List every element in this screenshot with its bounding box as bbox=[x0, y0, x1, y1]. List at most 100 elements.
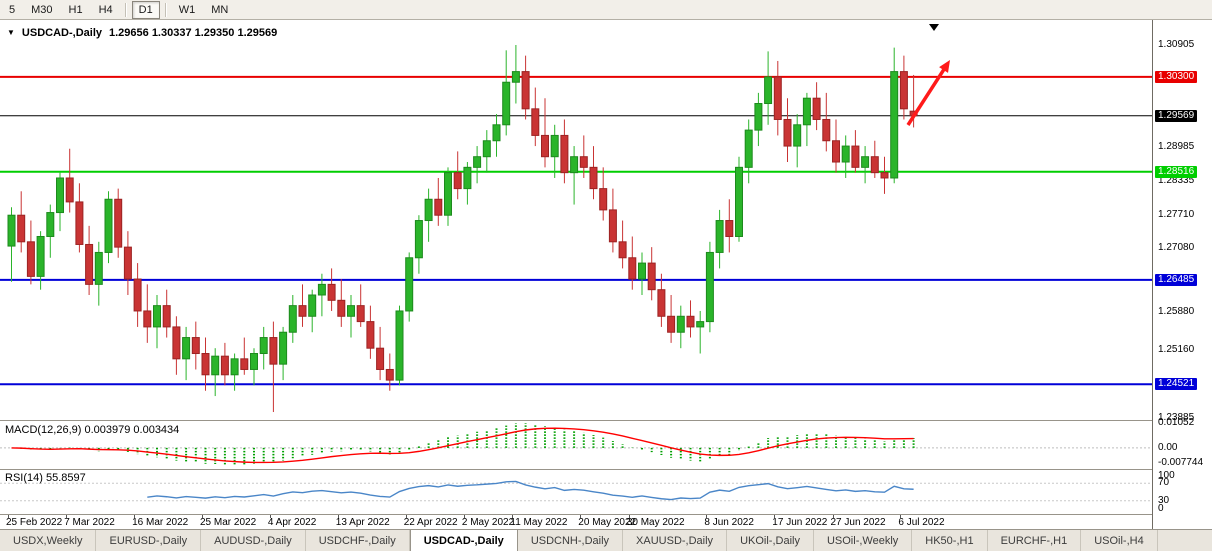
tab-usoil-weekly[interactable]: USOil-,Weekly bbox=[814, 530, 913, 551]
trend-arrow-head[interactable] bbox=[939, 60, 950, 73]
date-label: 4 Apr 2022 bbox=[267, 517, 317, 528]
time-tick bbox=[706, 515, 708, 518]
date-label: 25 Mar 2022 bbox=[200, 517, 257, 528]
candle-body bbox=[269, 337, 278, 365]
macd-pane[interactable] bbox=[0, 421, 1152, 469]
date-label: 27 Jun 2022 bbox=[830, 517, 886, 528]
trend-arrow[interactable] bbox=[906, 64, 949, 126]
candle-body bbox=[541, 134, 549, 158]
tab-usdcad-daily[interactable]: USDCAD-,Daily bbox=[409, 530, 518, 551]
axis-label: 1.28985 bbox=[1158, 140, 1195, 152]
candle-body bbox=[376, 347, 385, 370]
time-tick bbox=[405, 515, 407, 518]
symbol-dropdown-icon[interactable]: ▼ bbox=[7, 28, 15, 37]
tab-usdx-weekly[interactable]: USDX,Weekly bbox=[0, 530, 97, 551]
candle-body bbox=[463, 166, 472, 190]
pane-separator[interactable] bbox=[0, 469, 1212, 470]
candle-body bbox=[288, 305, 297, 333]
macd-label: MACD(12,26,9) 0.003979 0.003434 bbox=[5, 424, 180, 436]
candle-body bbox=[395, 310, 404, 381]
candle-body bbox=[560, 134, 569, 174]
candle-body bbox=[46, 212, 55, 237]
tab-usdchf-daily[interactable]: USDCHF-,Daily bbox=[306, 530, 410, 551]
tab-eurusd-daily[interactable]: EURUSD-,Daily bbox=[96, 530, 202, 551]
time-tick bbox=[900, 515, 902, 518]
timeframe-m5[interactable]: 5 bbox=[9, 3, 16, 16]
tab-usdcnh-daily[interactable]: USDCNH-,Daily bbox=[518, 530, 624, 551]
time-tick bbox=[134, 515, 136, 518]
pane-separator[interactable] bbox=[0, 420, 1212, 421]
candle-body bbox=[123, 246, 132, 280]
tab-eurchf-h1[interactable]: EURCHF-,H1 bbox=[988, 530, 1082, 551]
date-label: 8 Jun 2022 bbox=[704, 517, 754, 528]
timeframe-m30[interactable]: M30 bbox=[31, 3, 53, 16]
tab-audusd-daily[interactable]: AUDUSD-,Daily bbox=[201, 530, 306, 551]
axis-label: -0.007744 bbox=[1158, 457, 1204, 468]
date-label: 30 May 2022 bbox=[626, 517, 685, 528]
candle-body bbox=[182, 337, 191, 360]
candle-body bbox=[822, 118, 831, 142]
axis-label: 0.00 bbox=[1158, 441, 1178, 453]
timeframe-h4[interactable]: H4 bbox=[98, 3, 113, 16]
candle-body bbox=[608, 209, 617, 243]
candle-body bbox=[17, 214, 26, 243]
chart-area[interactable]: ▼ USDCAD-,Daily 1.29656 1.30337 1.29350 … bbox=[0, 20, 1212, 530]
axis-label: 30 bbox=[1158, 494, 1170, 506]
candle-body bbox=[521, 71, 530, 110]
candle-body bbox=[705, 251, 714, 323]
rsi-pane[interactable] bbox=[0, 470, 1152, 514]
date-label: 11 May 2022 bbox=[510, 517, 568, 528]
candle-body bbox=[531, 108, 540, 136]
timeframe-mn[interactable]: MN bbox=[211, 3, 229, 16]
axis-label: 1.25880 bbox=[1158, 306, 1195, 318]
candle-body bbox=[744, 129, 753, 168]
candle-body bbox=[347, 305, 355, 317]
price-tag: 1.26485 bbox=[1155, 273, 1198, 286]
object-marker-icon[interactable] bbox=[929, 24, 939, 31]
axis-label: 1.30905 bbox=[1158, 38, 1195, 50]
tab-xauusd-daily[interactable]: XAUUSD-,Daily bbox=[623, 530, 728, 551]
axis-label: 0 bbox=[1158, 503, 1164, 514]
candle-body bbox=[502, 81, 511, 126]
candle-body bbox=[657, 289, 666, 317]
candle-body bbox=[385, 368, 394, 381]
candle-body bbox=[356, 305, 365, 323]
candle-body bbox=[667, 315, 676, 333]
candle-body bbox=[143, 310, 152, 328]
time-tick bbox=[66, 515, 68, 518]
candle-body bbox=[75, 201, 84, 245]
timeframe-d1[interactable]: D1 bbox=[131, 0, 160, 19]
candle-body bbox=[444, 172, 452, 216]
price-pane[interactable] bbox=[0, 20, 1152, 420]
candle-body bbox=[36, 235, 45, 277]
tab-usoil-h4[interactable]: USOil-,H4 bbox=[1081, 530, 1158, 551]
candle-body bbox=[317, 283, 326, 296]
candle-body bbox=[899, 71, 908, 110]
timeframe-w1[interactable]: W1 bbox=[178, 3, 196, 16]
candle-body bbox=[298, 305, 307, 317]
price-axis[interactable]: 1.30905 1.28985 1.28335 1.27710 1.27080 1.258… bbox=[1152, 20, 1212, 529]
candle-body bbox=[880, 172, 889, 179]
candle-body bbox=[94, 251, 103, 285]
axis-label: 1.27710 bbox=[1158, 208, 1195, 220]
candle-body bbox=[647, 262, 656, 291]
candle-body bbox=[550, 134, 559, 158]
tab-hk50-h1[interactable]: HK50-,H1 bbox=[912, 530, 988, 551]
candle-body bbox=[492, 124, 501, 142]
timeframe-h1[interactable]: H1 bbox=[68, 3, 83, 16]
date-label: 7 Mar 2022 bbox=[64, 517, 115, 528]
toolbar-separator bbox=[124, 2, 127, 17]
time-axis[interactable]: 25 Feb 2022 7 Mar 2022 16 Mar 2022 25 Mar 2… bbox=[0, 514, 1152, 530]
tab-ukoil-daily[interactable]: UKOil-,Daily bbox=[727, 530, 814, 551]
candle-body bbox=[250, 353, 258, 370]
time-tick bbox=[202, 515, 203, 518]
axis-label: 70 bbox=[1158, 477, 1170, 489]
time-tick bbox=[463, 515, 465, 518]
price-tag: 1.24521 bbox=[1155, 378, 1198, 391]
candle-body bbox=[628, 257, 637, 280]
date-label: 20 May 2022 bbox=[578, 517, 637, 528]
candle-body bbox=[56, 177, 64, 214]
candle-body bbox=[279, 331, 288, 365]
candle-body bbox=[405, 257, 414, 312]
